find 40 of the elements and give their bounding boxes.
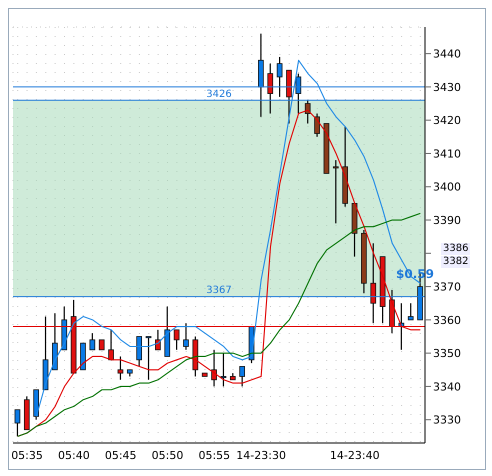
x-tick-label: 05:35	[11, 448, 43, 462]
candlestick	[370, 242, 376, 324]
candlestick	[211, 349, 217, 388]
y-tick-label: 3410	[433, 147, 461, 160]
y-tick-label: 3370	[433, 280, 461, 294]
candlestick	[89, 332, 96, 350]
candlestick	[314, 112, 320, 138]
y-tick-label: 3400	[433, 180, 461, 194]
candlestick	[14, 409, 20, 437]
y-tick-label: 3420	[433, 114, 461, 128]
candlestick	[276, 56, 282, 98]
x-tick-label: 05:45	[104, 448, 137, 462]
candlestick	[183, 322, 189, 350]
candlestick	[220, 352, 226, 388]
y-tick-label: 3360	[433, 314, 461, 327]
candlestick	[108, 329, 114, 360]
candlestick	[98, 339, 105, 350]
ref-line-label: 3426	[206, 88, 232, 100]
candlestick	[332, 160, 339, 224]
text: 3382	[441, 256, 470, 268]
x-tick-label: 14-23:40	[330, 448, 380, 462]
candlestick	[146, 336, 152, 380]
y-tick-label: 3390	[433, 214, 461, 227]
y-tick-label: 3440	[433, 48, 461, 61]
ref-line-label: 3367	[206, 285, 232, 296]
candlestick	[118, 356, 124, 380]
y-tick-label: 3350	[433, 347, 461, 360]
candlestick	[408, 302, 414, 320]
x-tick-label: 05:40	[58, 448, 90, 462]
x-tick-label: 14-23:30	[236, 448, 286, 462]
y-tick-label: 3330	[433, 414, 461, 427]
x-tick-label: 05:50	[152, 448, 184, 462]
candlestick	[136, 336, 142, 368]
x-tick-label: 05:55	[198, 448, 230, 462]
y-tick-label: 3340	[433, 380, 461, 394]
candlestick	[239, 366, 246, 388]
candlestick	[174, 329, 180, 350]
text: 3386	[441, 243, 470, 255]
y-tick-label: 3430	[433, 80, 461, 94]
candlestick	[267, 63, 274, 114]
